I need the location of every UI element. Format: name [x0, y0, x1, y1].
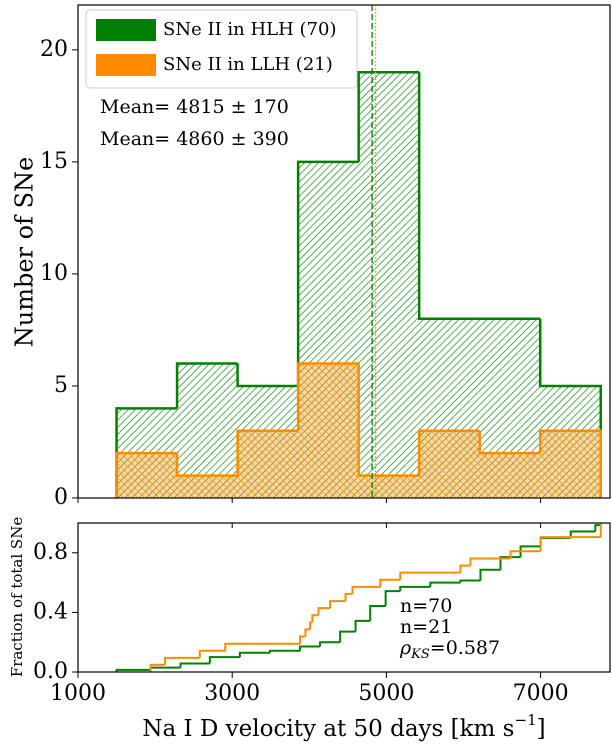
y-tick-label: 15 [40, 149, 68, 174]
annotation-subscript: KS [410, 647, 430, 662]
cdf-step [369, 604, 386, 621]
bar-outline [175, 362, 238, 409]
y-tick-label: 0.8 [33, 540, 68, 565]
legend-label: SNe II in LLH (21) [163, 54, 333, 75]
bar [419, 430, 480, 498]
cdf-step [304, 628, 311, 637]
bar-outline [236, 363, 299, 388]
cdf-step [208, 656, 240, 664]
cdf-step [198, 649, 226, 658]
annotation: n=70 [400, 595, 452, 617]
cdf-step [499, 556, 521, 570]
bar [358, 475, 420, 498]
bar-outline [357, 363, 420, 477]
cdf-step [299, 635, 306, 644]
x-tick-label: 7000 [513, 681, 569, 706]
cdf-step [309, 621, 313, 630]
bar-outline [115, 451, 178, 498]
x-axis-label-end: ] [537, 716, 546, 742]
cdf-step [115, 668, 151, 672]
y-tick-label: 0.4 [33, 599, 68, 624]
annotation-text: n=21 [400, 616, 452, 638]
bar-outline [236, 429, 299, 476]
cdf-step [299, 645, 321, 651]
annotation-text: =0.587 [430, 637, 500, 659]
cdf-step [459, 579, 481, 583]
annotation: Mean= 4860 ± 390 [100, 128, 289, 150]
annotation-text: n=70 [400, 595, 452, 617]
cdf-step [351, 585, 381, 594]
cdf-step [519, 545, 541, 558]
x-tick-label: 5000 [358, 681, 414, 706]
y-tick-label: 5 [54, 373, 68, 398]
cdf-step [539, 536, 601, 552]
annotation: ρKS=0.587 [399, 637, 500, 662]
cdf-step [317, 607, 331, 616]
cdf-step [329, 600, 346, 609]
bar [358, 72, 420, 499]
cdf-step [459, 564, 471, 573]
bar-outline [296, 362, 359, 431]
cdf-step [569, 530, 596, 538]
y-tick-label: 0 [54, 485, 68, 510]
y-axis-label: Number of SNe [11, 157, 39, 348]
x-tick-label: 1000 [50, 681, 106, 706]
cdf-step [479, 568, 501, 581]
y-axis-label: Fraction of total SNe [8, 517, 26, 678]
axes-frame [77, 522, 611, 673]
bar [177, 475, 238, 498]
bar [298, 363, 359, 498]
legend-swatch [96, 19, 156, 41]
cdf-step [319, 641, 341, 647]
cdf-step [384, 590, 401, 606]
bar [237, 430, 299, 498]
bar-outline [417, 429, 480, 476]
cdf-step [399, 585, 431, 592]
legend-label: SNe II in HLH (70) [163, 19, 337, 40]
bar-outline [357, 70, 420, 162]
cdf-step [344, 592, 353, 602]
annotation: n=21 [400, 616, 452, 638]
bar-outline [175, 453, 238, 477]
x-tick-label: 3000 [204, 681, 260, 706]
bar [116, 453, 178, 498]
cdf-step [149, 666, 181, 670]
cdf-step [379, 578, 401, 587]
cdf-step [164, 656, 200, 665]
annotation: Mean= 4815 ± 170 [100, 96, 289, 118]
cdf-step [149, 663, 166, 672]
cdf-step [238, 651, 270, 658]
axes-frame [77, 4, 611, 499]
cdf-step [594, 524, 601, 532]
bar [479, 453, 541, 498]
bar-outline [417, 72, 480, 320]
bar-outline [538, 429, 602, 498]
cdf-step [469, 557, 511, 566]
bar-outline [478, 430, 541, 455]
legend-swatch [96, 54, 156, 76]
annotation-symbol: ρ [399, 637, 412, 659]
cdf-step [179, 662, 210, 668]
y-tick-label: 0.0 [33, 659, 68, 684]
cdf-step [509, 550, 541, 559]
y-tick-label: 10 [40, 261, 68, 286]
cdf-step [224, 642, 301, 651]
x-axis-label-text: Na I D velocity at 50 days [km s [142, 716, 514, 742]
cdf-step [399, 571, 461, 580]
cdf-step [539, 536, 571, 547]
cdf-step [311, 614, 319, 623]
bar [540, 430, 601, 498]
cdf-step [429, 581, 461, 587]
bar-outline [296, 160, 359, 386]
y-tick-label: 20 [40, 37, 68, 62]
x-axis-label-sup: −1 [515, 711, 537, 729]
cdf-step [268, 649, 301, 653]
cdf-step [354, 619, 371, 632]
cdf-step [339, 630, 356, 643]
x-axis-label: Na I D velocity at 50 days [km s−1] [142, 711, 545, 742]
